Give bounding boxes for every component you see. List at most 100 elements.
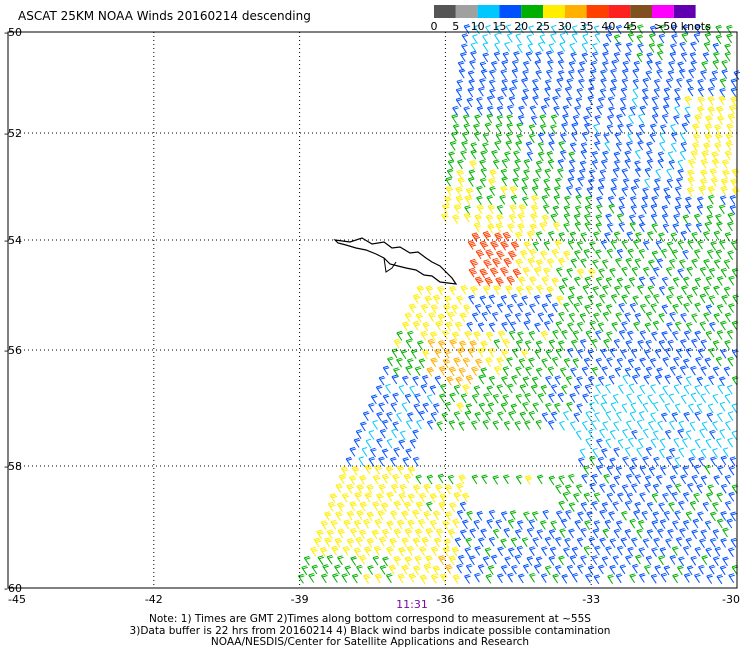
wind-barb (629, 518, 636, 529)
wind-barb (725, 132, 734, 143)
wind-barb (649, 358, 657, 368)
wind-barb (521, 177, 529, 187)
wind-barb (727, 221, 734, 232)
wind-barb (690, 555, 697, 566)
wind-barb (554, 402, 561, 413)
wind-barb (390, 402, 398, 412)
wind-barb (464, 330, 472, 341)
wind-barb (663, 96, 670, 107)
wind-barb (653, 87, 661, 98)
wind-barb (669, 51, 677, 62)
wind-barb (682, 438, 688, 448)
wind-barb (646, 52, 653, 63)
wind-barb (511, 79, 518, 89)
wind-barb (500, 511, 508, 521)
wind-barb (626, 141, 633, 151)
wind-barb (439, 383, 447, 394)
wind-barb (659, 448, 665, 459)
wind-barb (607, 96, 615, 107)
wind-barb (488, 178, 496, 188)
wind-barb (629, 221, 637, 232)
wind-barb (554, 177, 562, 188)
wind-barb (624, 367, 632, 377)
wind-barb (558, 555, 565, 566)
wind-barb (595, 222, 603, 233)
wind-barb (401, 537, 409, 548)
wind-barb (654, 374, 662, 385)
wind-barb (500, 295, 508, 305)
wind-barb (548, 43, 555, 53)
wind-barb (415, 312, 424, 323)
wind-barb (388, 564, 397, 575)
wind-barb (469, 258, 479, 269)
wind-barb (515, 33, 522, 44)
wind-barb (500, 266, 509, 277)
wind-barb (615, 257, 622, 268)
wind-barb (704, 384, 710, 395)
wind-barb (532, 78, 539, 89)
wind-barb (675, 196, 682, 207)
wind-barb (467, 177, 475, 187)
wind-barb (569, 231, 577, 242)
wind-barb (709, 321, 716, 332)
wind-barb (671, 491, 678, 502)
wind-barb (720, 511, 727, 521)
wind-barb (672, 573, 679, 584)
wind-barb (468, 267, 478, 278)
wind-barb (583, 357, 591, 368)
wind-barb (651, 547, 658, 557)
wind-barb (349, 527, 358, 538)
wind-barb (515, 339, 523, 350)
wind-barb (621, 187, 628, 197)
wind-barb (401, 375, 409, 386)
wind-barb (464, 410, 472, 421)
wind-barb (484, 122, 492, 133)
wind-barb (382, 394, 390, 404)
wind-barb (386, 438, 393, 449)
wind-barb (585, 195, 592, 206)
wind-barb (638, 248, 646, 259)
wind-barb (588, 429, 594, 439)
wind-barb (501, 158, 509, 169)
wind-barb (496, 384, 504, 394)
wind-barb (639, 105, 647, 116)
wind-barb (602, 285, 609, 295)
wind-barb (673, 115, 680, 125)
legend-swatch (499, 5, 522, 18)
wind-barb (386, 411, 393, 422)
wind-barb (413, 565, 421, 576)
wind-barb (465, 537, 472, 548)
wind-barb (412, 429, 419, 440)
legend-tick: 20 (514, 20, 528, 33)
wind-barb (597, 564, 605, 575)
wind-barb (662, 223, 670, 234)
wind-barb (644, 167, 652, 178)
wind-barb (389, 456, 397, 467)
wind-barb (575, 194, 582, 205)
wind-barb (680, 52, 688, 62)
wind-barb (593, 231, 600, 242)
wind-barb (670, 123, 676, 134)
wind-barb (482, 132, 490, 143)
wind-barb (529, 572, 536, 583)
wind-barb (546, 151, 554, 161)
wind-barb (576, 295, 584, 306)
wind-barb (554, 375, 562, 385)
wind-barb (602, 51, 609, 62)
legend-tick: 0 (431, 20, 438, 33)
wind-barb (653, 293, 660, 304)
wind-barb (557, 59, 565, 70)
wind-barb (374, 573, 383, 584)
wind-barb (303, 555, 311, 566)
wind-barb (492, 420, 500, 430)
wind-barb (665, 455, 673, 466)
wind-barb (589, 241, 596, 251)
wind-barb (492, 528, 500, 539)
wind-barb (477, 537, 485, 548)
wind-barb (592, 528, 600, 539)
wind-barb (554, 239, 563, 250)
wind-barb (405, 419, 412, 430)
wind-barb (429, 385, 437, 395)
wind-barb (730, 537, 738, 548)
wind-barb (688, 158, 696, 169)
